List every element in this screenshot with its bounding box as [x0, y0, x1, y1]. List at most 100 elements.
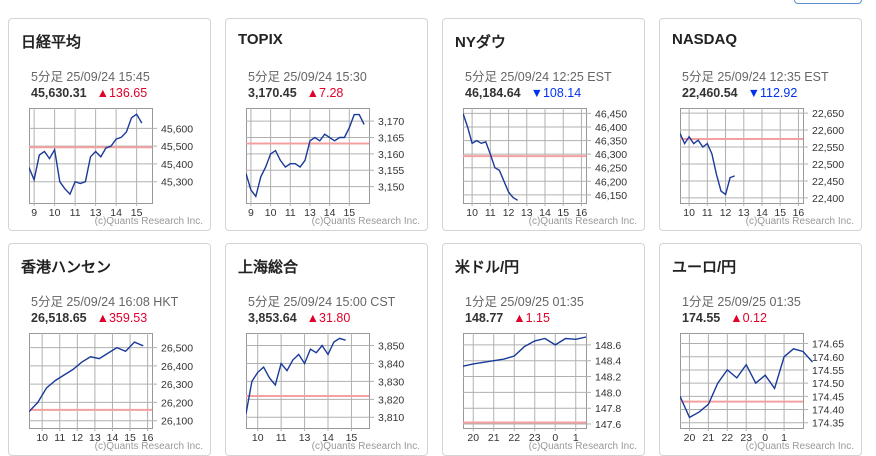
- price-change: ▲0.12: [730, 311, 767, 325]
- x-tick-label: 16: [142, 432, 154, 444]
- y-tick-label: 45,600: [161, 123, 193, 135]
- plot-area: [680, 333, 804, 429]
- price-change: ▼108.14: [530, 86, 582, 100]
- y-tick-label: 46,150: [595, 190, 627, 202]
- timestamp: 5分足 25/09/24 15:30: [248, 70, 367, 84]
- y-tick-label: 46,450: [595, 108, 627, 120]
- market-card-hang-seng[interactable]: 香港ハンセン 5分足 25/09/24 16:08 HKT 26,518.65 ▲…: [8, 243, 211, 456]
- x-tick-label: 9: [248, 207, 254, 219]
- y-tick-label: 46,400: [595, 122, 627, 134]
- x-tick-label: 10: [49, 207, 61, 219]
- y-tick-label: 3,830: [378, 376, 404, 388]
- x-tick-label: 10: [466, 207, 478, 219]
- copyright-credit: (c)Quants Research Inc.: [745, 441, 854, 452]
- market-card-ny-dow[interactable]: NYダウ 5分足 25/09/24 12:25 EST 46,184.64 ▼10…: [442, 18, 645, 231]
- x-tick-label: 9: [31, 207, 37, 219]
- copyright-credit: (c)Quants Research Inc.: [311, 441, 420, 452]
- y-tick-label: 3,170: [378, 116, 404, 128]
- x-tick-label: 13: [90, 207, 102, 219]
- price: 148.77: [465, 311, 504, 325]
- price-change: ▲359.53: [96, 311, 148, 325]
- price-chart: 147.6 147.8 148.0 148.2 148.4 148.6 20 21 22 23 0 1: [463, 333, 621, 444]
- price: 26,518.65: [31, 311, 87, 325]
- price-chart: 26,100 26,200 26,300 26,400 26,500 10 11 12 13 14…: [29, 333, 193, 444]
- x-tick-label: 20: [684, 432, 696, 444]
- copyright-credit: (c)Quants Research Inc.: [94, 216, 203, 227]
- y-tick-label: 147.6: [595, 419, 621, 431]
- y-tick-label: 26,200: [161, 397, 193, 409]
- x-tick-label: 15: [343, 207, 355, 219]
- copyright-credit: (c)Quants Research Inc.: [528, 216, 637, 227]
- x-tick-label: 13: [299, 432, 311, 444]
- y-tick-label: 45,500: [161, 141, 193, 153]
- y-tick-label: 22,550: [812, 142, 844, 154]
- plot-area: [463, 333, 587, 429]
- y-tick-label: 3,840: [378, 358, 404, 370]
- card-title: ユーロ/円: [672, 259, 737, 276]
- price-chart: 45,300 45,400 45,500 45,600 9 10 11 13 14 15: [29, 108, 193, 219]
- y-tick-label: 22,400: [812, 193, 844, 205]
- x-tick-label: 12: [71, 432, 83, 444]
- price-line: [680, 133, 735, 196]
- x-tick-label: 14: [107, 432, 119, 444]
- timestamp: 5分足 25/09/24 12:25 EST: [465, 70, 612, 84]
- y-tick-label: 174.55: [812, 365, 844, 377]
- timestamp: 5分足 25/09/24 16:08 HKT: [31, 295, 179, 309]
- top-right-button[interactable]: [794, 0, 862, 4]
- x-tick-label: 1: [573, 432, 579, 444]
- x-tick-label: 15: [774, 207, 786, 219]
- market-card-nasdaq[interactable]: NASDAQ 5分足 25/09/24 12:35 EST 22,460.54 ▼…: [659, 18, 862, 231]
- y-tick-label: 148.6: [595, 340, 621, 352]
- x-tick-label: 14: [756, 207, 768, 219]
- market-card-shanghai[interactable]: 上海総合 5分足 25/09/24 15:00 CST 3,853.64 ▲31.…: [225, 243, 428, 456]
- y-tick-label: 26,300: [161, 379, 193, 391]
- market-card-nikkei[interactable]: 日経平均 5分足 25/09/24 15:45 45,630.31 ▲136.65…: [8, 18, 211, 231]
- y-tick-label: 26,400: [161, 361, 193, 373]
- price-line: [463, 336, 587, 367]
- y-tick-label: 3,850: [378, 341, 404, 353]
- market-card-usd-jpy[interactable]: 米ドル/円 1分足 25/09/25 01:35 148.77 ▲1.15 147…: [442, 243, 645, 456]
- x-tick-label: 11: [54, 432, 65, 444]
- price-line: [246, 113, 365, 198]
- y-tick-label: 3,150: [378, 182, 404, 194]
- price-change: ▲136.65: [96, 86, 148, 100]
- y-tick-label: 22,500: [812, 159, 844, 171]
- y-tick-label: 3,810: [378, 412, 404, 424]
- y-tick-label: 147.8: [595, 403, 621, 415]
- price-change: ▲7.28: [306, 86, 344, 100]
- x-tick-label: 14: [322, 432, 334, 444]
- price: 46,184.64: [465, 86, 521, 100]
- y-tick-label: 46,350: [595, 136, 627, 148]
- price-line: [463, 113, 519, 201]
- card-title: NYダウ: [455, 34, 506, 51]
- x-tick-label: 14: [539, 207, 551, 219]
- price-chart: 3,810 3,820 3,830 3,840 3,850 10 11 13 14 15: [246, 333, 404, 444]
- x-tick-label: 10: [265, 207, 277, 219]
- price-change: ▲1.15: [513, 311, 550, 325]
- x-tick-label: 11: [285, 207, 296, 219]
- price-change: ▼112.92: [747, 86, 798, 100]
- y-tick-label: 3,820: [378, 394, 404, 406]
- copyright-credit: (c)Quants Research Inc.: [311, 216, 420, 227]
- y-tick-label: 3,155: [378, 165, 404, 177]
- x-tick-label: 23: [529, 432, 541, 444]
- card-title: TOPIX: [238, 31, 283, 48]
- x-tick-label: 15: [557, 207, 569, 219]
- x-tick-label: 0: [552, 432, 558, 444]
- x-tick-label: 23: [740, 432, 752, 444]
- x-tick-label: 13: [521, 207, 533, 219]
- market-card-topix[interactable]: TOPIX 5分足 25/09/24 15:30 3,170.45 ▲7.28 3…: [225, 18, 428, 231]
- x-tick-label: 10: [36, 432, 48, 444]
- x-tick-label: 11: [276, 432, 287, 444]
- x-tick-label: 1: [781, 432, 787, 444]
- y-tick-label: 26,100: [161, 416, 193, 428]
- timestamp: 5分足 25/09/24 15:45: [31, 70, 150, 84]
- plot-area: [29, 333, 153, 429]
- x-tick-label: 10: [252, 432, 264, 444]
- copyright-credit: (c)Quants Research Inc.: [745, 216, 854, 227]
- price-change: ▲31.80: [306, 311, 351, 325]
- x-tick-label: 11: [702, 207, 713, 219]
- x-tick-label: 21: [488, 432, 500, 444]
- market-card-eur-jpy[interactable]: ユーロ/円 1分足 25/09/25 01:35 174.55 ▲0.12 174…: [659, 243, 862, 456]
